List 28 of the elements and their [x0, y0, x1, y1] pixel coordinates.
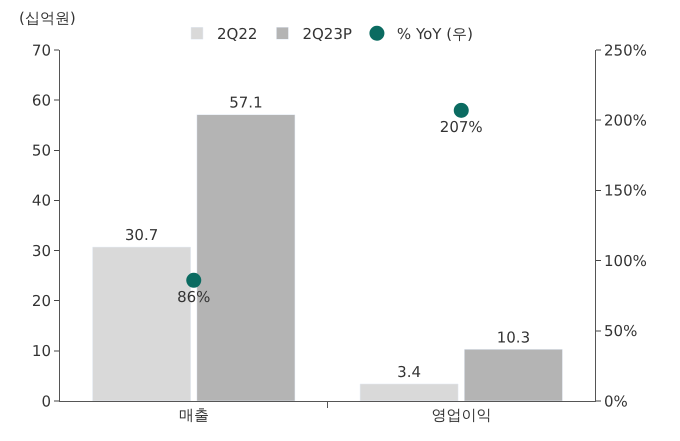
- y2-tick-label: 0%: [604, 392, 628, 410]
- y-tick-label: 70: [32, 41, 51, 60]
- legend-label: % YoY (우): [396, 25, 473, 44]
- data-label: 30.7: [124, 226, 158, 244]
- x-tick-label: 매출: [178, 406, 209, 424]
- data-label: 86%: [177, 288, 210, 306]
- y2-tick-label: 250%: [604, 41, 647, 60]
- legend-label: 2Q23P: [302, 25, 352, 44]
- y2-tick-label: 200%: [604, 111, 647, 130]
- data-label: 57.1: [229, 94, 263, 112]
- y-axis-title: (십억원): [19, 9, 76, 27]
- y-tick-label: 0: [41, 392, 51, 410]
- y-tick-label: 50: [32, 142, 51, 160]
- y-tick-label: 20: [32, 292, 51, 310]
- data-label: 207%: [440, 118, 483, 136]
- y2-tick-label: 100%: [604, 252, 647, 270]
- bar: [464, 349, 563, 401]
- y-tick-label: 30: [32, 242, 51, 260]
- y-tick-label: 40: [32, 192, 51, 210]
- y2-tick-label: 50%: [604, 322, 638, 340]
- data-label: 10.3: [496, 328, 530, 346]
- data-label: 3.4: [397, 362, 422, 381]
- legend-label: 2Q22: [217, 25, 258, 44]
- x-tick-label: 영업이익: [431, 406, 492, 424]
- bar: [360, 384, 458, 401]
- y-tick-label: 60: [32, 91, 51, 110]
- y-tick-label: 10: [32, 342, 51, 360]
- y2-tick-label: 150%: [604, 182, 647, 200]
